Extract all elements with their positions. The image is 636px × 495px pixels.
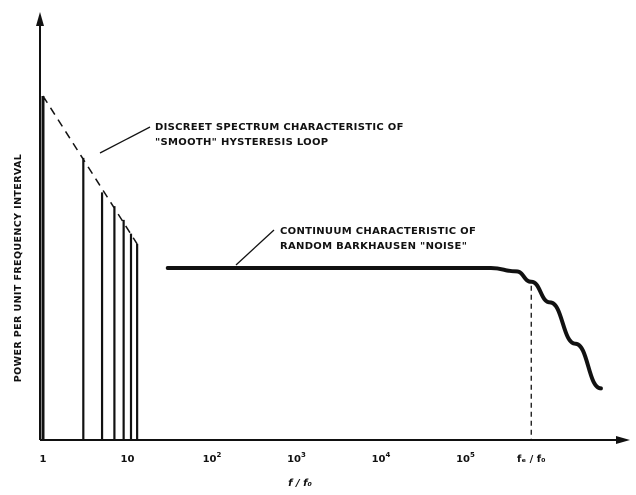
continuum-curve [165, 265, 603, 391]
x-axis-arrow [616, 436, 630, 444]
x-tick-label-2: 102 [203, 451, 222, 465]
y-axis-arrow [36, 12, 44, 26]
discrete-spectrum-lines [41, 96, 139, 440]
x-tick-label-cutoff: fₑ / f₀ [517, 454, 546, 465]
continuum-annotation-line-1: CONTINUUM CHARACTERISTIC OF [280, 226, 476, 237]
annotations: DISCREET SPECTRUM CHARACTERISTIC OF "SMO… [99, 122, 476, 266]
x-tick-label-1: 10 [121, 454, 135, 465]
x-tick-label-3: 103 [287, 451, 306, 465]
x-tick-label-0: 1 [40, 454, 47, 465]
discrete-annotation-line-2: "SMOOTH" HYSTERESIS LOOP [155, 137, 328, 148]
continuum-annotation-leader [235, 229, 275, 266]
discrete-annotation-leader [99, 126, 151, 154]
x-tick-label-4: 104 [372, 451, 391, 465]
x-axis-label: f / f₀ [288, 478, 312, 489]
x-tick-label-5: 105 [456, 451, 475, 465]
x-tick-labels: 1 10 102 103 104 105 fₑ / f₀ [40, 451, 546, 465]
discrete-annotation-line-1: DISCREET SPECTRUM CHARACTERISTIC OF [155, 122, 404, 133]
discrete-spectrum-envelope [42, 95, 138, 245]
y-axis-label: POWER PER UNIT FREQUENCY INTERVAL [13, 154, 24, 382]
continuum-annotation-line-2: RANDOM BARKHAUSEN "NOISE" [280, 241, 467, 252]
